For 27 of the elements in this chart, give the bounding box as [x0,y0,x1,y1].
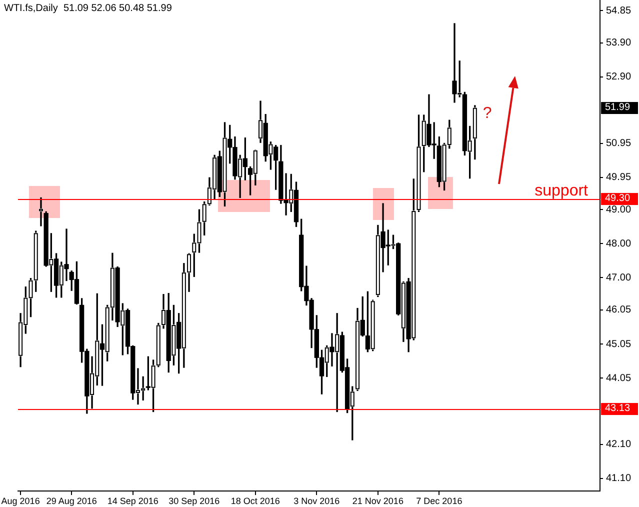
y-tick-label: 45.05 [606,338,632,350]
y-tick-label: 50.95 [606,138,632,149]
x-tick-label: 3 Nov 2016 [294,496,340,506]
y-tick-label: 49.95 [606,172,632,184]
y-tick-label: 44.05 [606,372,632,384]
y-tick-label: 53.90 [606,38,632,49]
y-tick-label: 47.00 [606,272,632,284]
chart-title: WTI.fs,Daily 51.09 52.06 50.48 51.99 [4,2,172,14]
y-tick-label: 48.00 [606,238,632,250]
x-tick-label: 29 Aug 2016 [46,496,97,506]
annotation: 51.99 [601,102,638,114]
annotation: ? [482,105,492,122]
x-tick-label: 30 Sep 2016 [168,496,220,506]
x-tick-label: 7 Dec 2016 [416,496,462,506]
y-tick-label: 54.85 [606,5,632,16]
y-tick-label: 42.10 [606,439,632,450]
y-tick-label: 41.10 [606,473,632,484]
x-tick-label: 21 Nov 2016 [352,496,404,506]
annotation: 49.30 [601,193,638,205]
y-tick-label: 46.05 [606,304,632,316]
x-tick-label: Aug 2016 [1,496,40,506]
x-tick-label: 18 Oct 2016 [230,496,280,506]
x-tick-label: 14 Sep 2016 [107,496,158,506]
y-tick-label: 52.90 [606,72,632,83]
annotation: 43.13 [601,403,638,415]
ref-line-label: support [534,182,589,200]
y-tick-label: 49.00 [606,204,632,216]
